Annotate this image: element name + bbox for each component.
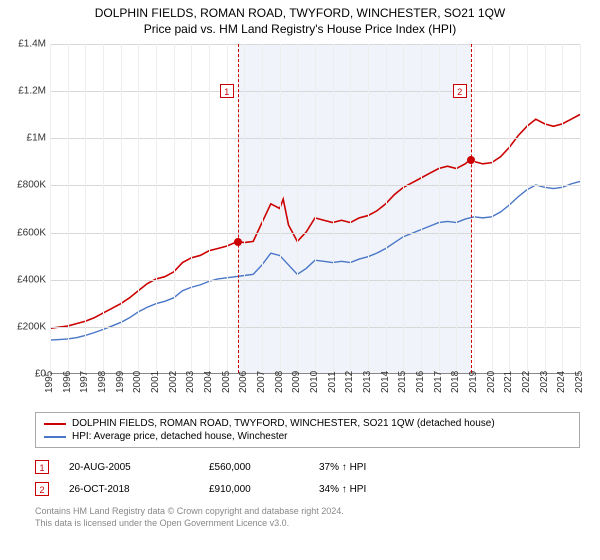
x-axis-label: 1998: [97, 371, 108, 393]
marker-dot: [234, 238, 242, 246]
x-axis-label: 2017: [433, 371, 444, 393]
marker-dot: [467, 156, 475, 164]
x-axis-label: 2025: [574, 371, 585, 393]
gridline-vertical: [333, 44, 334, 373]
x-axis-label: 2018: [450, 371, 461, 393]
transaction-row: 2 26-OCT-2018 £910,000 34% ↑ HPI: [35, 478, 580, 500]
legend-label: DOLPHIN FIELDS, ROMAN ROAD, TWYFORD, WIN…: [72, 418, 495, 429]
x-axis-label: 2003: [185, 371, 196, 393]
gridline-vertical: [121, 44, 122, 373]
x-axis-label: 2009: [291, 371, 302, 393]
x-axis-label: 2010: [309, 371, 320, 393]
gridline-vertical: [191, 44, 192, 373]
gridline-vertical: [527, 44, 528, 373]
gridline-vertical: [421, 44, 422, 373]
legend-row: HPI: Average price, detached house, Winc…: [44, 430, 571, 443]
chart-container: DOLPHIN FIELDS, ROMAN ROAD, TWYFORD, WIN…: [0, 0, 600, 560]
gridline-vertical: [156, 44, 157, 373]
title-main: DOLPHIN FIELDS, ROMAN ROAD, TWYFORD, WIN…: [0, 6, 600, 20]
marker-line: [471, 44, 472, 373]
x-axis-label: 2000: [132, 371, 143, 393]
x-axis-label: 2004: [203, 371, 214, 393]
x-axis-label: 2011: [327, 371, 338, 393]
legend-box: DOLPHIN FIELDS, ROMAN ROAD, TWYFORD, WIN…: [35, 412, 580, 448]
legend-row: DOLPHIN FIELDS, ROMAN ROAD, TWYFORD, WIN…: [44, 417, 571, 430]
gridline-vertical: [85, 44, 86, 373]
transaction-delta: 34% ↑ HPI: [319, 484, 366, 495]
gridline-vertical: [174, 44, 175, 373]
gridline-vertical: [244, 44, 245, 373]
transaction-marker-number: 2: [35, 482, 49, 496]
y-axis-label: £1.2M: [18, 86, 46, 97]
gridline-vertical: [580, 44, 581, 373]
y-axis-label: £1.4M: [18, 39, 46, 50]
gridline-vertical: [439, 44, 440, 373]
marker-line: [238, 44, 239, 373]
gridline-vertical: [138, 44, 139, 373]
transaction-rows: 1 20-AUG-2005 £560,000 37% ↑ HPI 2 26-OCT-201…: [35, 456, 580, 500]
gridline-vertical: [315, 44, 316, 373]
x-axis-label: 2002: [168, 371, 179, 393]
transaction-price: £560,000: [209, 462, 299, 473]
chart-plot-area: £0£200K£400K£600K£800K£1M£1.2M£1.4M19951…: [50, 44, 580, 374]
x-axis-label: 2008: [274, 371, 285, 393]
x-axis-label: 2023: [539, 371, 550, 393]
title-block: DOLPHIN FIELDS, ROMAN ROAD, TWYFORD, WIN…: [0, 0, 600, 36]
transaction-date: 20-AUG-2005: [69, 462, 189, 473]
transaction-date: 26-OCT-2018: [69, 484, 189, 495]
x-axis-label: 2014: [380, 371, 391, 393]
gridline-vertical: [350, 44, 351, 373]
gridline-vertical: [492, 44, 493, 373]
x-axis-label: 2007: [256, 371, 267, 393]
gridline-vertical: [297, 44, 298, 373]
gridline-vertical: [68, 44, 69, 373]
footer-attribution: Contains HM Land Registry data © Crown c…: [35, 506, 580, 529]
transaction-delta: 37% ↑ HPI: [319, 462, 366, 473]
gridline-vertical: [50, 44, 51, 373]
legend-swatch: [44, 423, 66, 425]
x-axis-label: 2006: [238, 371, 249, 393]
x-axis-label: 2016: [415, 371, 426, 393]
y-axis-label: £600K: [17, 227, 46, 238]
y-axis-label: £400K: [17, 274, 46, 285]
transaction-marker-number: 1: [35, 460, 49, 474]
marker-number-box: 1: [220, 84, 234, 98]
gridline-vertical: [103, 44, 104, 373]
y-axis-label: £200K: [17, 321, 46, 332]
footer-line-2: This data is licensed under the Open Gov…: [35, 518, 580, 530]
gridline-vertical: [209, 44, 210, 373]
x-axis-label: 2005: [221, 371, 232, 393]
gridline-vertical: [386, 44, 387, 373]
footer-line-1: Contains HM Land Registry data © Crown c…: [35, 506, 580, 518]
legend-label: HPI: Average price, detached house, Winc…: [72, 431, 288, 442]
x-axis-label: 2001: [150, 371, 161, 393]
x-axis-label: 2020: [486, 371, 497, 393]
x-axis-label: 2024: [556, 371, 567, 393]
gridline-vertical: [474, 44, 475, 373]
gridline-vertical: [403, 44, 404, 373]
transaction-row: 1 20-AUG-2005 £560,000 37% ↑ HPI: [35, 456, 580, 478]
legend-swatch: [44, 436, 66, 438]
x-axis-label: 1996: [62, 371, 73, 393]
x-axis-label: 1997: [79, 371, 90, 393]
y-axis-label: £1M: [27, 133, 46, 144]
x-axis-label: 2022: [521, 371, 532, 393]
gridline-vertical: [509, 44, 510, 373]
gridline-vertical: [545, 44, 546, 373]
y-axis-label: £800K: [17, 180, 46, 191]
x-axis-label: 1995: [44, 371, 55, 393]
marker-number-box: 2: [453, 84, 467, 98]
title-sub: Price paid vs. HM Land Registry's House …: [0, 22, 600, 36]
x-axis-label: 2012: [344, 371, 355, 393]
gridline-vertical: [262, 44, 263, 373]
gridline-vertical: [562, 44, 563, 373]
gridline-vertical: [280, 44, 281, 373]
gridline-vertical: [368, 44, 369, 373]
transaction-price: £910,000: [209, 484, 299, 495]
x-axis-label: 2021: [503, 371, 514, 393]
x-axis-label: 1999: [115, 371, 126, 393]
x-axis-label: 2015: [397, 371, 408, 393]
x-axis-label: 2013: [362, 371, 373, 393]
x-axis-label: 2019: [468, 371, 479, 393]
